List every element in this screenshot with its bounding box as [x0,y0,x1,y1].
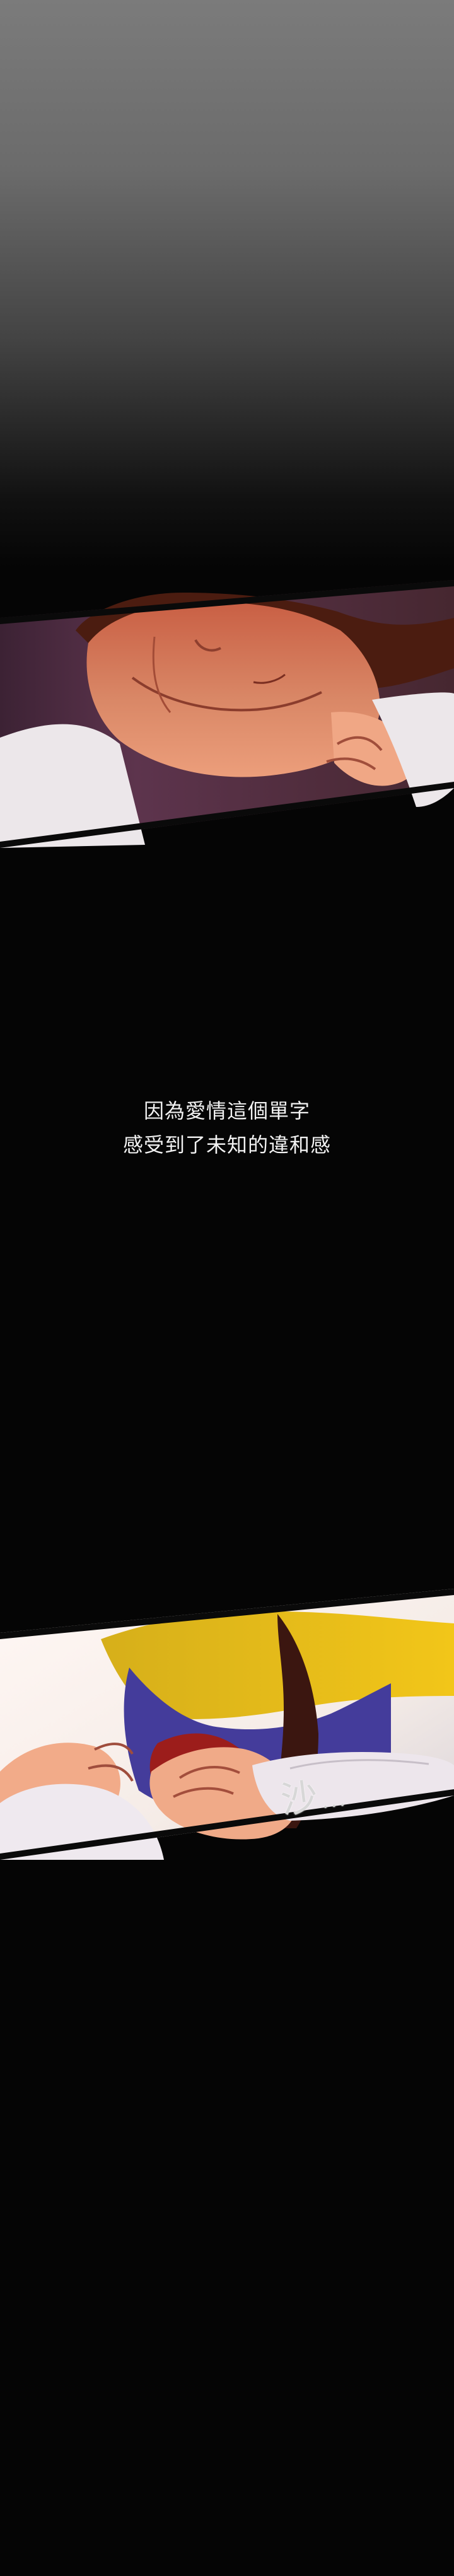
narration-line-2: 感受到了未知的違和感 [122,1133,331,1157]
panel-hands-touch [0,1589,454,1860]
sound-effect-main: 沙 [278,1775,320,1822]
top-gradient [0,0,454,567]
panel-art-hands [0,1589,454,1860]
narration-caption: 因為愛情這個單字 感受到了未知的違和感 [0,1094,454,1162]
narration-line-1: 因為愛情這個單字 [143,1099,310,1123]
panel-art-face [0,580,454,848]
panel-face-smile [0,580,454,848]
sound-effect-dots: ... [320,1788,349,1813]
